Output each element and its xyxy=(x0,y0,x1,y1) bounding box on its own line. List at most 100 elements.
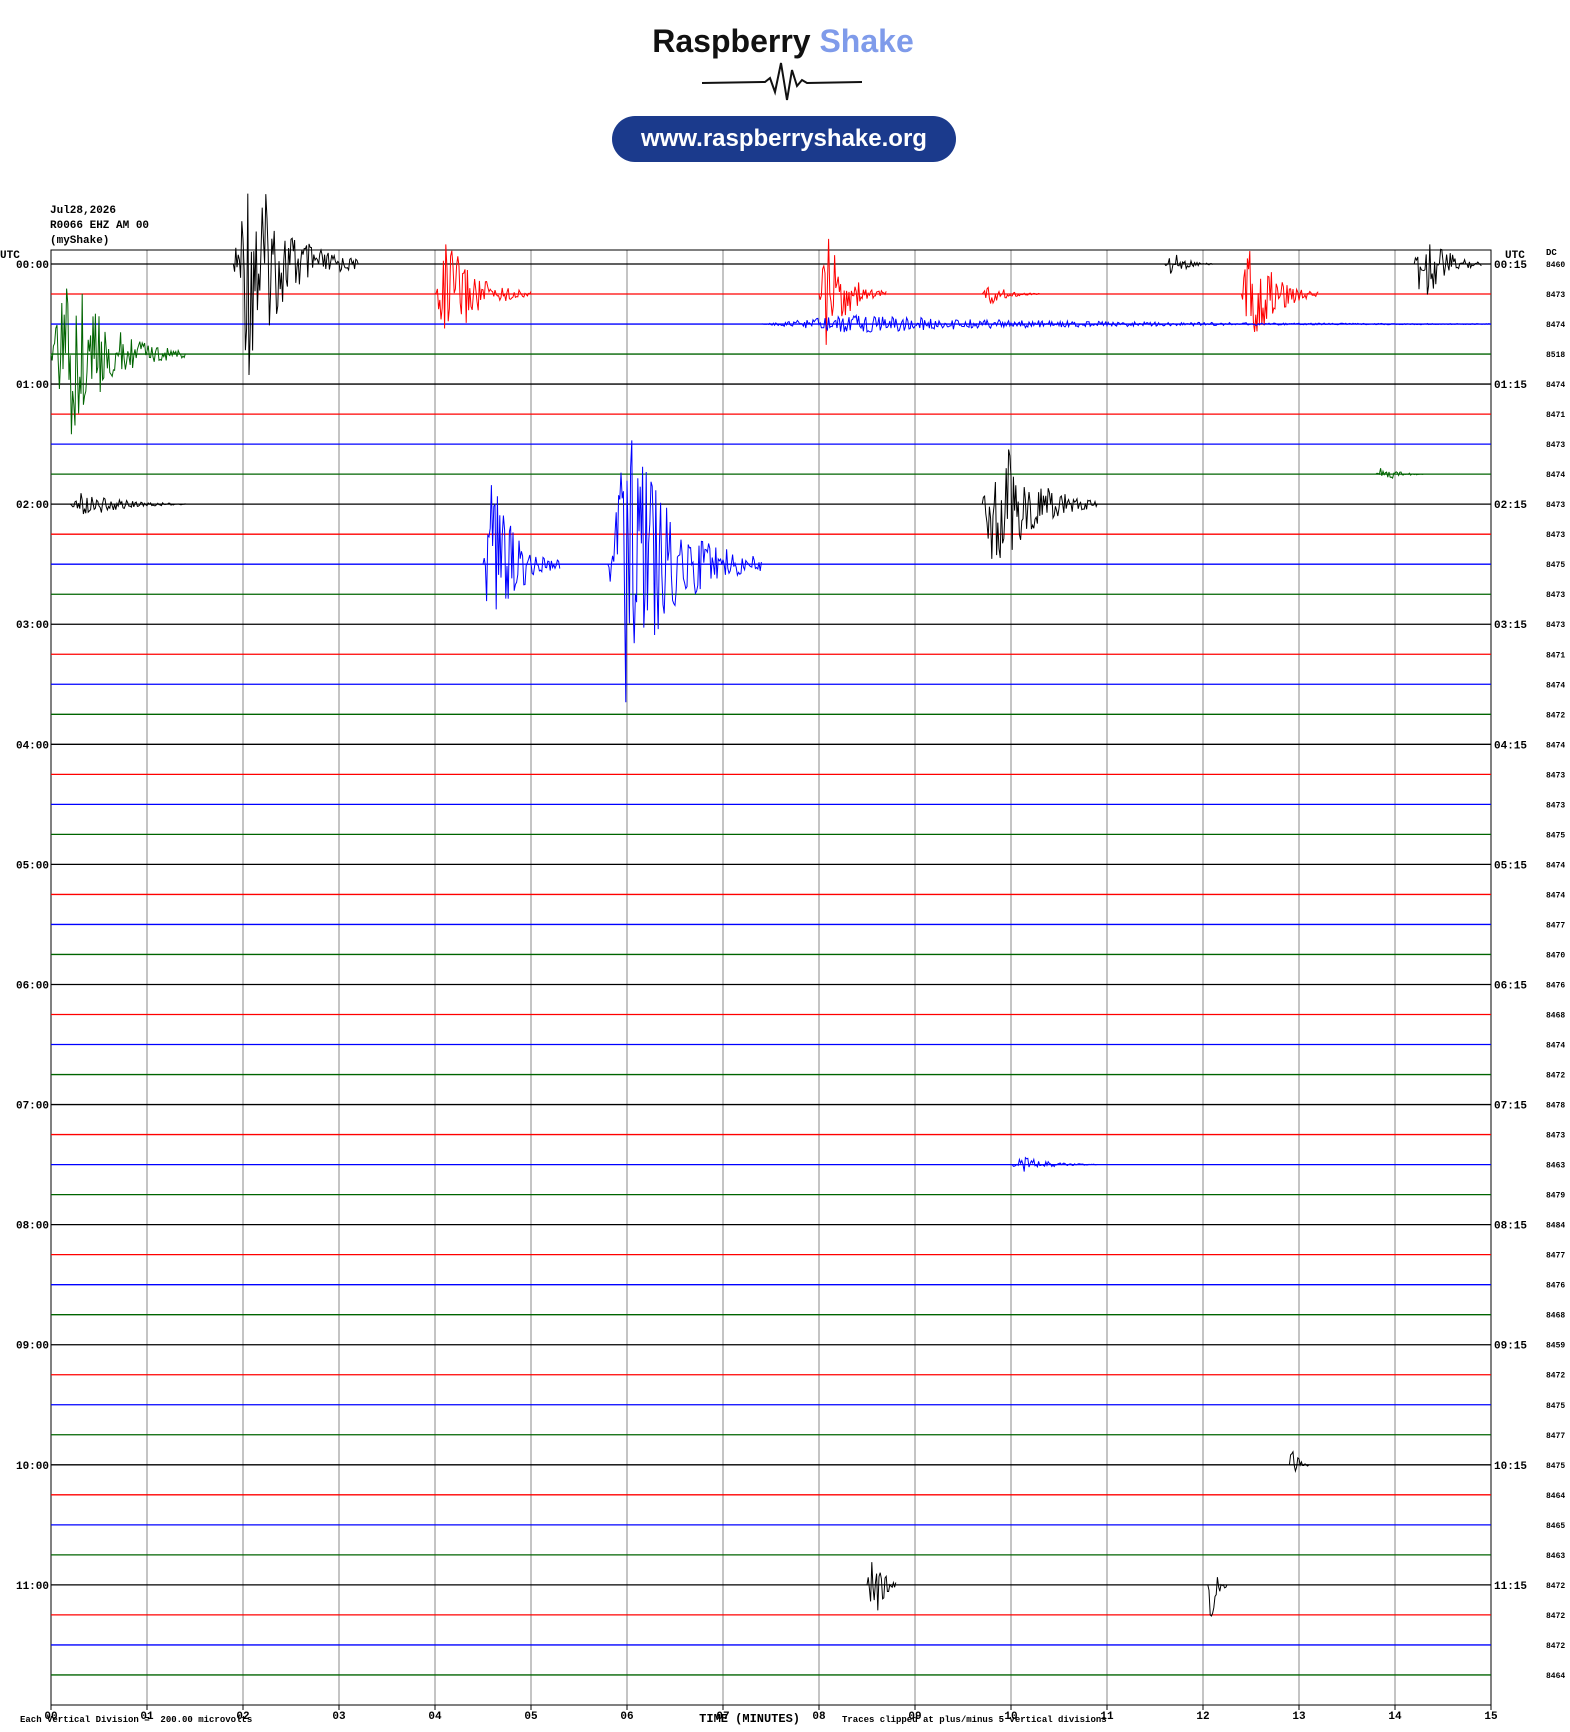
seismic-event xyxy=(50,288,186,435)
seismic-event xyxy=(607,440,762,703)
dc-value: 8477 xyxy=(1546,921,1565,930)
seismic-event xyxy=(761,313,1492,333)
row-label-left: 11:00 xyxy=(16,1581,49,1593)
dc-value: 8476 xyxy=(1546,981,1565,990)
dc-value: 8474 xyxy=(1546,381,1565,390)
x-tick-label: 01 xyxy=(140,1711,154,1723)
dc-value: 8459 xyxy=(1546,1342,1565,1351)
source: (myShake) xyxy=(50,235,109,247)
row-label-left: 07:00 xyxy=(16,1101,49,1113)
dc-value: 8471 xyxy=(1546,651,1565,660)
dc-value: 8472 xyxy=(1546,1372,1565,1381)
row-label-left: 00:00 xyxy=(16,260,49,272)
seismic-event xyxy=(1288,1450,1309,1473)
row-label-left: 01:00 xyxy=(16,380,49,392)
row-label-right: 09:15 xyxy=(1494,1341,1527,1353)
seismic-event xyxy=(866,1562,897,1611)
dc-value: 8474 xyxy=(1546,321,1565,330)
x-tick-label: 10 xyxy=(1004,1711,1017,1723)
seismic-event xyxy=(1207,1577,1228,1617)
dc-value: 8474 xyxy=(1546,741,1565,750)
x-tick-label: 13 xyxy=(1292,1711,1306,1723)
dc-value: 8475 xyxy=(1546,1402,1565,1411)
brand-accent: Shake xyxy=(819,23,913,59)
x-axis-label: TIME (MINUTES) xyxy=(699,1712,800,1726)
url: www.raspberryshake.org xyxy=(640,125,927,152)
dc-value: 8470 xyxy=(1546,951,1565,960)
seismic-event xyxy=(1240,250,1319,332)
dc-value: 8468 xyxy=(1546,1312,1565,1321)
row-label-left: 04:00 xyxy=(16,740,49,752)
row-label-right: 10:15 xyxy=(1494,1461,1527,1473)
dc-value: 8479 xyxy=(1546,1192,1565,1201)
dc-value: 8475 xyxy=(1546,831,1565,840)
x-tick-label: 15 xyxy=(1484,1711,1498,1723)
dc-value: 8474 xyxy=(1546,471,1565,480)
row-label-left: 03:00 xyxy=(16,620,49,632)
dc-value: 8474 xyxy=(1546,861,1565,870)
x-tick-label: 07 xyxy=(716,1711,729,1723)
row-label-left: 10:00 xyxy=(16,1461,49,1473)
seismic-event xyxy=(981,286,1040,305)
seismic-event xyxy=(232,193,359,376)
x-tick-label: 03 xyxy=(332,1711,346,1723)
scale-note: Each Vertical Division = 200.00 microvol… xyxy=(20,1715,252,1725)
seismic-event xyxy=(1375,468,1424,479)
row-label-right: 11:15 xyxy=(1494,1581,1527,1593)
dc-value: 8474 xyxy=(1546,1042,1565,1051)
row-label-right: 01:15 xyxy=(1494,380,1527,392)
row-label-left: 05:00 xyxy=(16,860,49,872)
row-label-right: 06:15 xyxy=(1494,980,1527,992)
date: Jul28,2026 xyxy=(50,205,116,217)
dc-value: 8473 xyxy=(1546,501,1565,510)
x-tick-label: 14 xyxy=(1388,1711,1402,1723)
dc-value: 8478 xyxy=(1546,1102,1565,1111)
clip-note: Traces clipped at plus/minus 5 vertical … xyxy=(842,1715,1107,1725)
dc-value: 8477 xyxy=(1546,1252,1565,1261)
dc-value: 8476 xyxy=(1546,1282,1565,1291)
dc-value: 8472 xyxy=(1546,711,1565,720)
x-tick-label: 04 xyxy=(428,1711,442,1723)
row-label-right: 04:15 xyxy=(1494,740,1527,752)
dc-value: 8463 xyxy=(1546,1162,1565,1171)
dc-value: 8473 xyxy=(1546,591,1565,600)
seismic-event xyxy=(1413,244,1482,295)
dc-value: 8473 xyxy=(1546,801,1565,810)
row-label-right: 08:15 xyxy=(1494,1221,1527,1233)
seismic-event xyxy=(482,485,561,610)
dc-value: 8484 xyxy=(1546,1222,1565,1231)
dc-value: 8464 xyxy=(1546,1492,1565,1501)
seismic-event xyxy=(69,493,186,515)
dc-value: 8471 xyxy=(1546,411,1565,420)
seismic-event xyxy=(1164,254,1213,274)
x-tick-label: 12 xyxy=(1196,1711,1209,1723)
x-tick-label: 05 xyxy=(524,1711,538,1723)
station: R0066 EHZ AM 00 xyxy=(50,220,149,232)
row-label-right: 03:15 xyxy=(1494,620,1527,632)
row-label-left: 09:00 xyxy=(16,1341,49,1353)
left-axis-title: UTC xyxy=(0,250,20,262)
dc-value: 8473 xyxy=(1546,771,1565,780)
dc-value: 8472 xyxy=(1546,1582,1565,1591)
dc-value: 8518 xyxy=(1546,351,1565,360)
row-label-left: 02:00 xyxy=(16,500,49,512)
url-pill xyxy=(612,116,956,162)
row-label-right: 02:15 xyxy=(1494,500,1527,512)
dc-title: DC xyxy=(1546,248,1557,258)
dc-value: 8473 xyxy=(1546,621,1565,630)
dc-value: 8472 xyxy=(1546,1072,1565,1081)
dc-value: 8474 xyxy=(1546,681,1565,690)
row-label-right: 05:15 xyxy=(1494,860,1527,872)
dc-value: 8464 xyxy=(1546,1672,1565,1681)
dc-value: 8475 xyxy=(1546,561,1565,570)
dc-value: 8473 xyxy=(1546,441,1565,450)
dc-value: 8475 xyxy=(1546,1462,1565,1471)
x-tick-label: 11 xyxy=(1100,1711,1114,1723)
x-tick-label: 02 xyxy=(236,1711,249,1723)
seismic-event xyxy=(818,238,887,345)
dc-value: 8463 xyxy=(1546,1552,1565,1561)
row-label-left: 08:00 xyxy=(16,1221,49,1233)
dc-value: 8473 xyxy=(1546,291,1565,300)
